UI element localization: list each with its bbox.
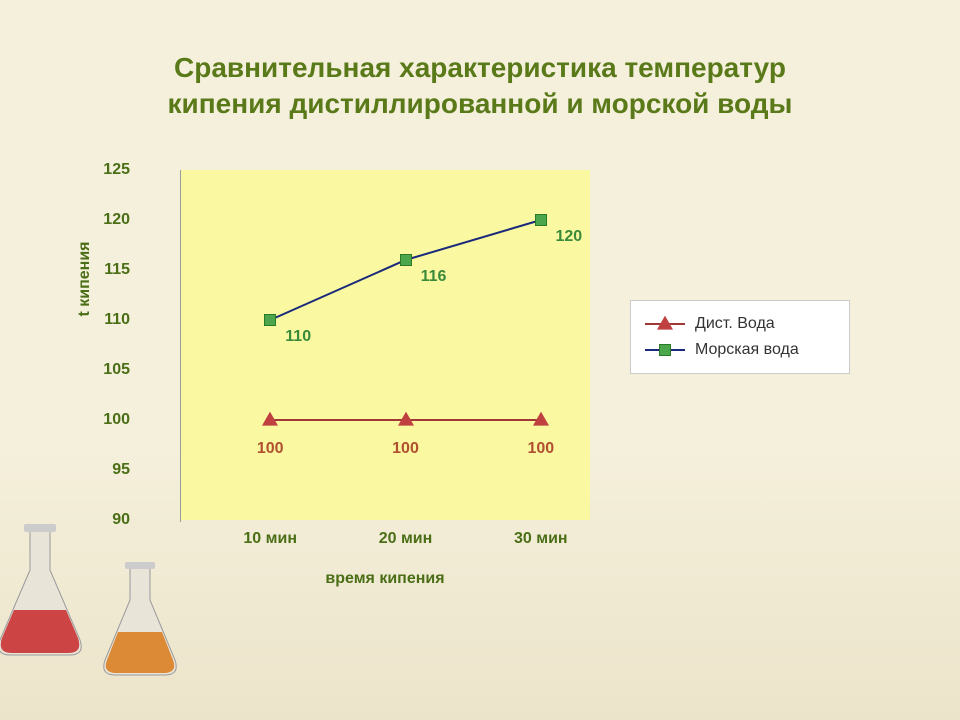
data-label: 100 [257, 440, 284, 458]
y-tick: 125 [85, 161, 130, 179]
title-line-2: кипения дистиллированной и морской воды [168, 88, 793, 119]
y-tick: 115 [85, 261, 130, 279]
data-marker [535, 214, 547, 226]
legend: Дист. Вода Морская вода [630, 300, 850, 374]
data-label: 116 [421, 268, 447, 286]
legend-label-distilled: Дист. Вода [695, 315, 775, 333]
chart-title: Сравнительная характеристика температур … [48, 50, 912, 123]
data-label: 100 [392, 440, 419, 458]
legend-item-distilled: Дист. Вода [645, 311, 835, 337]
legend-symbol-distilled [645, 317, 685, 331]
chart-lines [180, 170, 590, 520]
chart-area: t кипения время кипения 9095100105110115… [70, 170, 890, 630]
y-tick: 100 [85, 411, 130, 429]
title-line-1: Сравнительная характеристика температур [174, 52, 786, 83]
legend-label-sea: Морская вода [695, 341, 799, 359]
data-marker [533, 412, 549, 426]
y-tick: 95 [85, 461, 130, 479]
data-marker [262, 412, 278, 426]
data-marker [264, 314, 276, 326]
x-axis-title: время кипения [325, 570, 444, 588]
x-tick: 10 мин [243, 530, 297, 548]
data-label: 120 [555, 228, 582, 246]
data-marker [398, 412, 414, 426]
legend-symbol-sea [645, 343, 685, 357]
x-tick: 30 мин [514, 530, 568, 548]
y-tick: 120 [85, 211, 130, 229]
y-tick: 105 [85, 361, 130, 379]
data-label: 110 [285, 328, 311, 346]
data-label: 100 [527, 440, 554, 458]
legend-item-sea: Морская вода [645, 337, 835, 363]
x-tick: 20 мин [379, 530, 433, 548]
data-marker [400, 254, 412, 266]
y-tick: 110 [85, 311, 130, 329]
y-tick: 90 [85, 511, 130, 529]
